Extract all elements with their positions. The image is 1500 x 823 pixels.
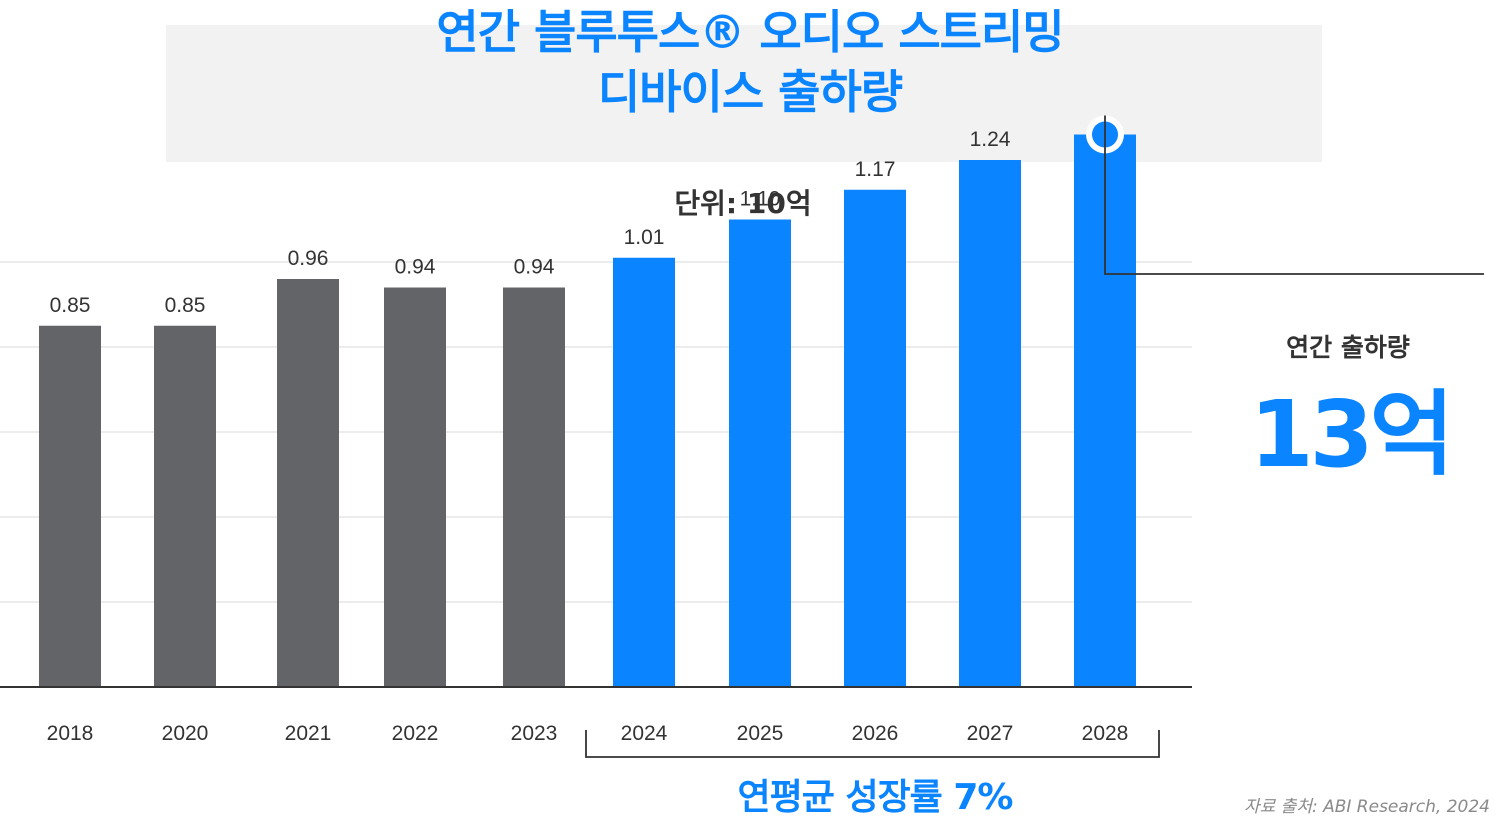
bar	[154, 325, 216, 687]
bar-value-label: 1.17	[855, 158, 896, 181]
x-tick-label: 2024	[621, 722, 668, 745]
forecast-bracket	[585, 730, 1160, 758]
bar	[384, 287, 446, 687]
bar	[959, 160, 1021, 687]
x-tick-label: 2027	[967, 722, 1014, 745]
x-tick-label: 2025	[737, 722, 784, 745]
bar-value-label: 0.85	[50, 294, 91, 317]
bar-value-label: 0.94	[514, 256, 555, 279]
bar	[729, 219, 791, 687]
bar-value-label: 1.10	[740, 188, 781, 211]
bar-value-label: 0.96	[288, 247, 329, 270]
bar	[503, 287, 565, 687]
callout-label: 연간 출하량	[1286, 333, 1410, 362]
bar	[844, 189, 906, 687]
x-tick-label: 2018	[47, 722, 94, 745]
unit-label: 단위: 10억	[674, 187, 812, 220]
x-tick-label: 2021	[285, 722, 332, 745]
bar-value-label: 0.94	[395, 256, 436, 279]
bar-value-label: 0.85	[165, 294, 206, 317]
title-line-1: 연간 블루투스® 오디오 스트리밍	[436, 5, 1064, 59]
chart-title: 연간 블루투스® 오디오 스트리밍 디바이스 출하량	[0, 2, 1500, 122]
cagr-label: 연평균 성장률 7%	[737, 777, 1014, 818]
bar	[277, 279, 339, 687]
bar	[613, 257, 675, 687]
callout-value: 13억	[1249, 381, 1455, 488]
bar-value-label: 1.01	[624, 226, 665, 249]
x-tick-label: 2026	[852, 722, 899, 745]
callout-leader-line	[1104, 115, 1484, 275]
x-tick-label: 2023	[511, 722, 558, 745]
bar-value-label: 1.24	[970, 128, 1011, 151]
x-tick-label: 2028	[1082, 722, 1129, 745]
bar	[39, 325, 101, 687]
x-tick-label: 2022	[392, 722, 439, 745]
x-tick-label: 2020	[162, 722, 209, 745]
title-line-2: 디바이스 출하량	[597, 65, 903, 119]
source-note: 자료 출처: ABI Research, 2024	[1244, 797, 1490, 817]
